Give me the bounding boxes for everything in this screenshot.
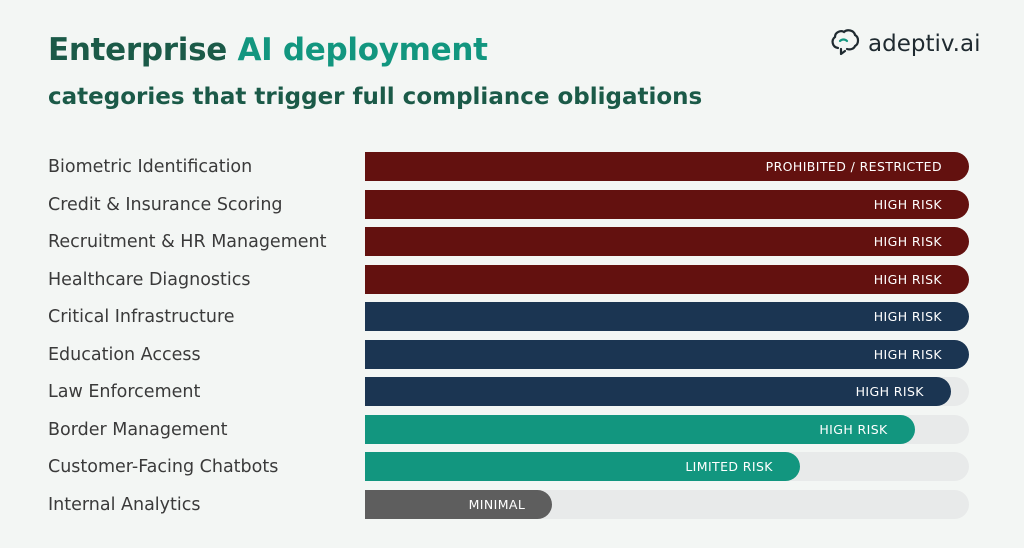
bar: PROHIBITED / RESTRICTED <box>365 152 969 181</box>
bar: HIGH RISK <box>365 339 969 369</box>
bar-label: MINIMAL <box>468 496 526 512</box>
bar: HIGH RISK <box>365 302 969 331</box>
bar-track: HIGH RISK <box>365 339 969 369</box>
title-part-1: Enterprise <box>48 32 238 68</box>
bar-label: HIGH RISK <box>873 196 942 212</box>
bar-track: HIGH RISK <box>365 302 969 331</box>
category-label: Law Enforcement <box>48 382 201 402</box>
bar: HIGH RISK <box>365 189 969 219</box>
bar-label: LIMITED RISK <box>685 459 773 474</box>
bar-label: HIGH RISK <box>873 234 942 249</box>
bar-track: HIGH RISK <box>365 227 969 256</box>
bar-label: HIGH RISK <box>873 309 942 324</box>
category-label: Critical Infrastructure <box>48 307 235 327</box>
bar-track: HIGH RISK <box>365 377 969 406</box>
title-accent: AI deployment <box>237 32 488 68</box>
bar-label: HIGH RISK <box>873 271 942 287</box>
logo-text: adeptiv.ai <box>868 31 981 57</box>
bar: MINIMAL <box>365 489 553 519</box>
category-label: Healthcare Diagnostics <box>48 269 251 290</box>
bar-track: MINIMAL <box>365 489 969 519</box>
category-label: Education Access <box>48 344 201 365</box>
bar-label: PROHIBITED / RESTRICTED <box>765 159 942 174</box>
category-label: Biometric Identification <box>48 157 253 177</box>
category-label: Credit & Insurance Scoring <box>48 194 283 215</box>
bar-label: HIGH RISK <box>873 346 942 362</box>
bar: HIGH RISK <box>365 264 969 294</box>
bar-track: LIMITED RISK <box>365 452 969 481</box>
bar-label: HIGH RISK <box>855 384 924 399</box>
category-label: Recruitment & HR Management <box>48 232 327 252</box>
category-label: Internal Analytics <box>48 494 201 515</box>
bar-track: HIGH RISK <box>365 414 969 444</box>
bar-track: HIGH RISK <box>365 189 969 219</box>
bar: HIGH RISK <box>365 227 969 256</box>
bar: LIMITED RISK <box>365 452 800 481</box>
page-title: Enterprise AI deployment <box>48 30 702 70</box>
category-label: Border Management <box>48 419 228 440</box>
category-label: Customer-Facing Chatbots <box>48 457 279 477</box>
page-subtitle: categories that trigger full compliance … <box>48 84 703 110</box>
bar-track: HIGH RISK <box>365 264 969 294</box>
bar: HIGH RISK <box>365 377 951 406</box>
brain-icon <box>830 28 860 60</box>
bar-label: HIGH RISK <box>819 421 888 437</box>
brand-logo: adeptiv.ai <box>830 28 980 60</box>
bar-track: PROHIBITED / RESTRICTED <box>365 152 969 181</box>
bar: HIGH RISK <box>365 414 915 444</box>
title-block: Enterprise AI deployment categories that… <box>48 30 702 112</box>
